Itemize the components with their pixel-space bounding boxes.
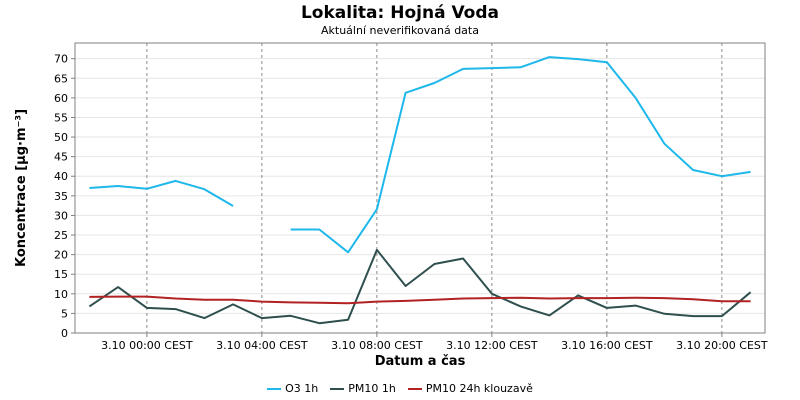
y-tick-label: 65 xyxy=(54,72,68,85)
legend-swatch xyxy=(407,387,422,390)
y-tick-label: 55 xyxy=(54,111,68,124)
chart-legend: O3 1h PM10 1h PM10 24h klouzavě xyxy=(0,382,800,395)
y-tick-label: 15 xyxy=(54,268,68,281)
chart-subtitle: Aktuální neverifikovaná data xyxy=(321,24,479,37)
series-line-0 xyxy=(89,56,751,254)
legend-item: O3 1h xyxy=(267,382,318,395)
x-tick-label: 3.10 08:00 CEST xyxy=(331,339,423,352)
y-tick-label: 60 xyxy=(54,92,68,105)
legend-item: PM10 24h klouzavě xyxy=(407,382,533,395)
y-tick-label: 50 xyxy=(54,131,68,144)
y-tick-label: 45 xyxy=(54,151,68,164)
legend-swatch xyxy=(330,387,345,390)
y-tick-label: 5 xyxy=(61,307,68,320)
y-tick-label: 70 xyxy=(54,53,68,66)
series-line-2 xyxy=(89,295,751,305)
x-tick-label: 3.10 16:00 CEST xyxy=(561,339,653,352)
y-tick-label: 0 xyxy=(61,327,68,340)
y-tick-label: 30 xyxy=(54,209,68,222)
x-axis-label: Datum a čas xyxy=(375,354,466,369)
y-axis-label: Koncentrace [µg·m⁻³] xyxy=(14,109,29,267)
y-tick-label: 25 xyxy=(54,229,68,242)
chart-title: Lokalita: Hojná Voda xyxy=(300,3,500,23)
plot-area xyxy=(74,42,766,334)
series-line-1 xyxy=(88,248,752,325)
legend-label: PM10 1h xyxy=(348,382,396,395)
y-tick-label: 20 xyxy=(54,249,68,262)
x-tick-label: 3.10 20:00 CEST xyxy=(676,339,768,352)
x-tick-label: 3.10 00:00 CEST xyxy=(101,339,193,352)
x-tick-label: 3.10 12:00 CEST xyxy=(446,339,538,352)
y-tick-label: 35 xyxy=(54,190,68,203)
x-tick-label: 3.10 04:00 CEST xyxy=(216,339,308,352)
legend-item: PM10 1h xyxy=(330,382,396,395)
legend-label: O3 1h xyxy=(285,382,319,395)
y-tick-label: 10 xyxy=(54,288,68,301)
y-tick-label: 40 xyxy=(54,170,68,183)
legend-swatch xyxy=(267,387,282,390)
legend-label: PM10 24h klouzavě xyxy=(425,382,533,395)
